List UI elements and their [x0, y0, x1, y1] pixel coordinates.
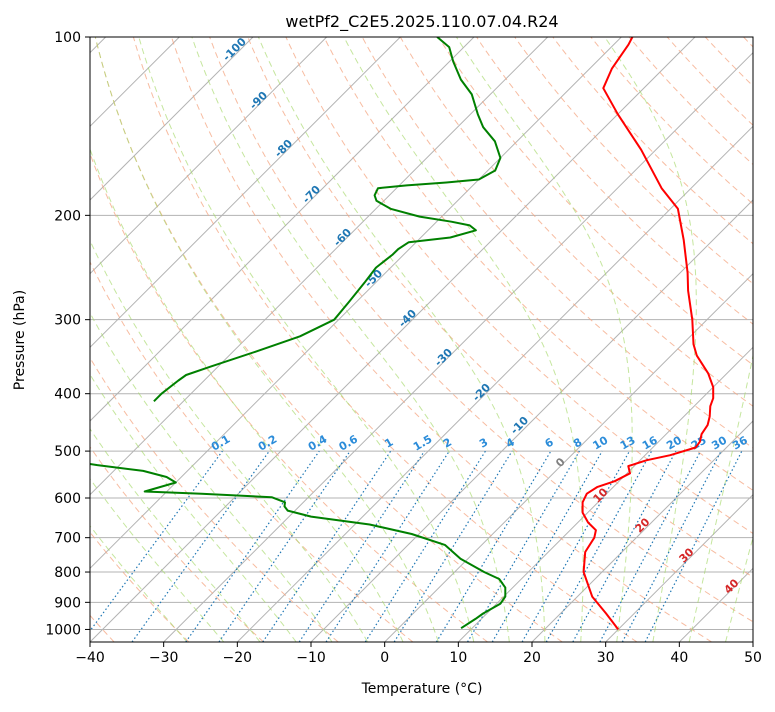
y-tick-label: 600 [54, 491, 81, 507]
x-tick-label: −20 [223, 650, 253, 666]
y-tick-label: 900 [54, 595, 81, 611]
chart-title: wetPf2_C2E5.2025.110.07.04.R24 [285, 12, 558, 32]
y-tick-label: 400 [54, 387, 81, 403]
x-tick-label: 10 [449, 650, 467, 666]
y-tick-label: 700 [54, 531, 81, 547]
x-tick-label: 30 [597, 650, 615, 666]
x-tick-label: −40 [75, 650, 105, 666]
x-tick-label: 50 [744, 650, 762, 666]
x-tick-label: 20 [523, 650, 541, 666]
y-tick-label: 1000 [45, 622, 81, 638]
x-axis-label: Temperature (°C) [361, 681, 483, 697]
x-tick-label: 40 [670, 650, 688, 666]
y-tick-label: 500 [54, 444, 81, 460]
y-tick-label: 800 [54, 565, 81, 581]
y-tick-label: 300 [54, 313, 81, 329]
y-tick-label: 200 [54, 208, 81, 224]
x-tick-label: 0 [380, 650, 389, 666]
x-tick-label: −10 [296, 650, 326, 666]
y-axis-label: Pressure (hPa) [12, 290, 28, 390]
y-tick-label: 100 [54, 30, 81, 46]
x-tick-label: −30 [149, 650, 179, 666]
